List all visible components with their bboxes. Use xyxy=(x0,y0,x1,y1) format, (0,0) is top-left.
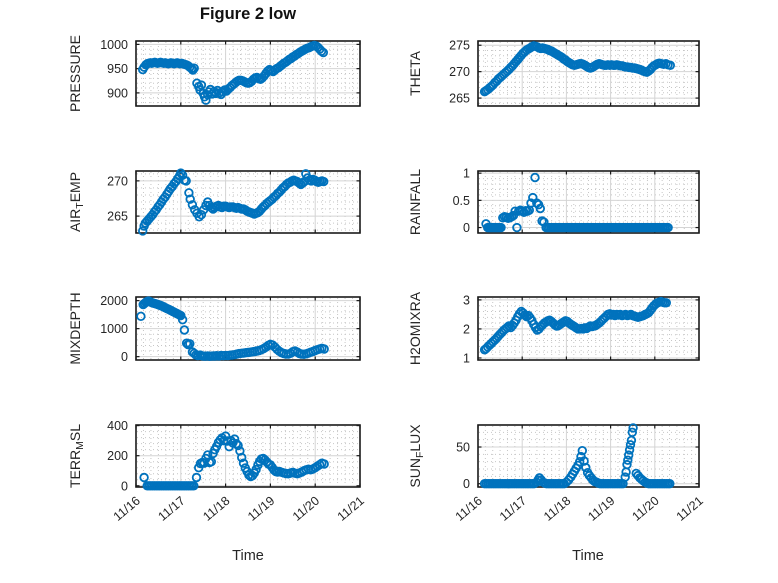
y-tick-label: 2000 xyxy=(100,294,128,308)
tick-marks-rainfall xyxy=(477,171,700,233)
y-tick-label: 1 xyxy=(463,351,470,365)
y-tick-label: 50 xyxy=(456,441,470,455)
y-tick-label: 270 xyxy=(107,174,128,188)
data-series-mixdepth xyxy=(136,296,329,361)
tick-marks-h2omixra xyxy=(477,297,700,360)
minor-grid-pressure xyxy=(137,42,359,105)
tick-marks-pressure xyxy=(135,41,361,106)
tick-marks-theta xyxy=(477,41,700,106)
y-tick-labels-terr-msl: 0 200 400 xyxy=(107,419,128,493)
data-series-theta xyxy=(479,41,675,97)
y-axis-label-rainfall: RAINFALL xyxy=(407,169,423,235)
x-axis-label-time: Time xyxy=(572,548,604,564)
x-tick-label: 11/19 xyxy=(585,494,617,524)
x-tick-label: 11/18 xyxy=(541,494,573,524)
y-tick-label: 200 xyxy=(107,449,128,463)
data-series-terr-msl xyxy=(139,431,329,491)
x-tick-label: 11/20 xyxy=(629,494,661,524)
y-tick-label: 265 xyxy=(449,92,470,106)
y-tick-label: 3 xyxy=(463,293,470,307)
y-tick-labels-theta: 265 270 275 xyxy=(449,39,470,106)
y-tick-label: 400 xyxy=(107,419,128,433)
y-tick-labels-sun-flux: 0 50 xyxy=(456,441,470,492)
y-axis-label-air-temp: AIRTEMP xyxy=(67,172,86,232)
y-tick-label: 900 xyxy=(107,86,128,100)
axes-box-sun-flux xyxy=(477,424,700,488)
y-axis-label-sun-flux: SUNFLUX xyxy=(407,424,426,488)
y-tick-labels-air-temp: 265 270 xyxy=(107,174,128,223)
axes-box-pressure xyxy=(135,40,361,107)
axes-box-rainfall xyxy=(477,170,700,234)
subplot-pressure: 900 950 1000 PRESSURE xyxy=(67,35,361,112)
x-tick-labels-sun-flux: 11/16 11/17 11/18 11/19 11/20 11/21 xyxy=(453,494,706,524)
y-tick-labels-pressure: 900 950 1000 xyxy=(100,38,128,101)
y-tick-label: 0 xyxy=(463,477,470,491)
axes-box-air-temp xyxy=(135,170,361,234)
x-tick-label: 11/18 xyxy=(200,494,232,524)
x-tick-label: 11/21 xyxy=(335,494,367,524)
figure-title: Figure 2 low xyxy=(199,5,297,23)
y-tick-label: 0 xyxy=(121,479,128,493)
minor-grid-mixdepth xyxy=(137,298,359,359)
tick-marks-air-temp xyxy=(135,171,361,233)
y-axis-label-mixdepth: MIXDEPTH xyxy=(67,292,83,364)
data-series-sun-flux xyxy=(479,423,675,489)
minor-grid-terr-msl xyxy=(137,426,359,486)
x-tick-label: 11/19 xyxy=(245,494,277,524)
subplot-theta: 265 270 275 THETA xyxy=(407,39,700,107)
y-tick-labels-h2omixra: 1 2 3 xyxy=(463,293,470,365)
y-tick-label: 950 xyxy=(107,62,128,76)
major-grid-terr-msl xyxy=(136,425,360,487)
y-axis-label-theta: THETA xyxy=(407,50,423,96)
x-tick-label: 11/16 xyxy=(453,494,485,524)
x-tick-label: 11/17 xyxy=(155,494,187,524)
y-tick-label: 1000 xyxy=(100,322,128,336)
y-tick-label: 1000 xyxy=(100,38,128,52)
axes-box-theta xyxy=(477,40,700,107)
x-tick-label: 11/17 xyxy=(497,494,529,524)
y-tick-label: 0 xyxy=(463,221,470,235)
subplot-mixdepth: 0 1000 2000 MIXDEPTH xyxy=(67,292,361,365)
y-tick-label: 1 xyxy=(463,167,470,181)
data-series-h2omixra xyxy=(479,296,671,355)
x-tick-label: 11/16 xyxy=(111,494,143,524)
y-tick-labels-rainfall: 00.51 xyxy=(453,167,470,235)
y-tick-label: 0 xyxy=(121,350,128,364)
subplot-h2omixra: 1 2 3 H2OMIXRA xyxy=(407,291,700,365)
data-series-air-temp xyxy=(137,168,329,236)
y-axis-label-pressure: PRESSURE xyxy=(67,35,83,112)
x-tick-label: 11/20 xyxy=(290,494,322,524)
subplot-sun-flux: 0 50 11/16 11/17 11/18 11/19 11/20 11/21 Time SUN… xyxy=(407,423,706,564)
y-tick-label: 275 xyxy=(449,39,470,53)
tick-marks-terr-msl xyxy=(135,425,361,487)
x-tick-label: 11/21 xyxy=(674,494,706,524)
major-grid-pressure xyxy=(136,41,360,106)
minor-grid-theta xyxy=(479,42,698,105)
data-series-pressure xyxy=(137,40,328,105)
y-axis-label-h2omixra: H2OMIXRA xyxy=(407,291,423,365)
subplot-terr-msl: 0 200 400 11/16 11/17 11/18 11/19 11/20 11/21 Tim… xyxy=(67,419,367,564)
x-tick-labels-terr-msl: 11/16 11/17 11/18 11/19 11/20 11/21 xyxy=(111,494,367,524)
plot-area-rainfall xyxy=(478,171,699,233)
y-tick-labels-mixdepth: 0 1000 2000 xyxy=(100,294,128,364)
y-tick-label: 2 xyxy=(463,322,470,336)
subplot-air-temp: 265 270 AIRTEMP xyxy=(67,168,361,236)
y-tick-label: 0.5 xyxy=(453,194,470,208)
y-tick-label: 265 xyxy=(107,210,128,224)
minor-grid-sun-flux xyxy=(479,426,698,486)
y-axis-label-terr-msl: TERRMSL xyxy=(67,424,86,488)
data-series-rainfall xyxy=(481,172,673,233)
x-axis-label-time: Time xyxy=(232,548,264,564)
plot-area-theta xyxy=(478,41,699,106)
y-tick-label: 270 xyxy=(449,65,470,79)
